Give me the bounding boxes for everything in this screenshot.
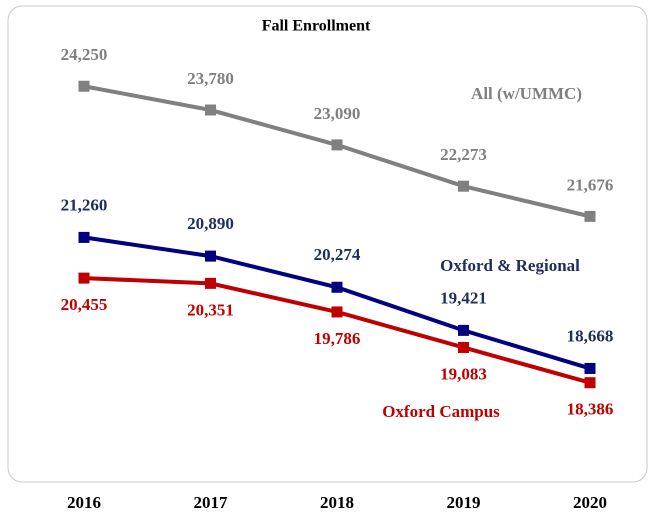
chart-frame [7,5,648,483]
point-marker [331,281,343,293]
data-label: 19,421 [440,288,487,307]
data-label: 20,890 [187,214,234,233]
x-tick-label: 2016 [67,493,101,512]
point-marker [458,341,469,353]
series-label: All (w/UMMC) [471,84,582,103]
data-label: 23,090 [314,104,361,123]
data-label: 18,386 [567,400,614,419]
point-marker [458,180,469,192]
data-label: 22,273 [440,145,487,164]
data-label: 18,668 [567,326,614,345]
point-marker [584,362,596,374]
data-label: 21,260 [61,195,108,214]
data-label: 20,351 [187,300,234,319]
data-label: 24,250 [61,45,108,64]
series-label: Oxford Campus [382,402,500,421]
data-label: 19,083 [440,364,487,383]
point-marker [78,272,90,284]
point-marker [78,231,90,243]
data-label: 23,780 [187,69,234,88]
x-tick-label: 2017 [194,493,229,512]
point-marker [331,139,343,151]
x-tick-label: 2020 [573,493,607,512]
x-tick-label: 2019 [447,493,481,512]
point-marker [331,306,343,318]
point-marker [205,250,216,262]
point-marker [205,277,216,289]
point-marker [584,377,596,389]
point-marker [458,324,469,336]
data-label: 20,455 [61,295,108,314]
x-tick-label: 2018 [320,493,354,512]
point-marker [205,104,216,116]
series-label: Oxford & Regional [440,256,580,275]
data-label: 21,676 [567,175,614,194]
point-marker [584,210,596,222]
data-label: 19,786 [314,329,361,348]
chart-title: Fall Enrollment [262,18,371,35]
point-marker [78,80,90,92]
data-label: 20,274 [314,245,361,264]
